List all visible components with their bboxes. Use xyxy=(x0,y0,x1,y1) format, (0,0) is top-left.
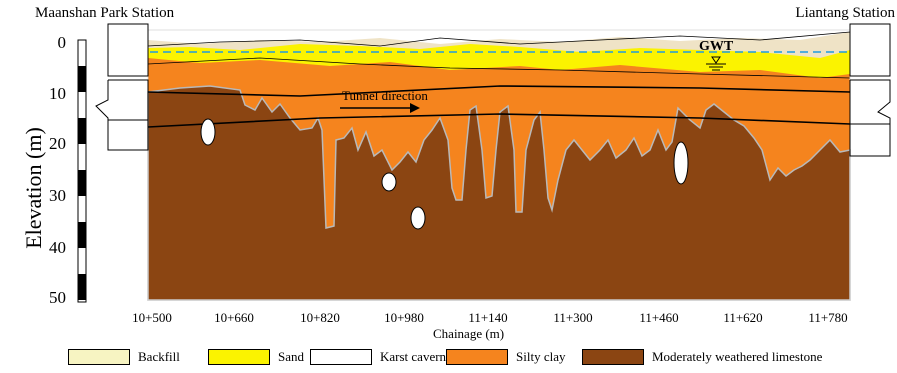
y-tick-label: 0 xyxy=(57,33,67,52)
legend-label: Moderately weathered limestone xyxy=(652,349,823,364)
tunnel-direction-label: Tunnel direction xyxy=(342,88,428,103)
limestone-layer xyxy=(147,85,851,301)
y-tick-label: 20 xyxy=(49,134,66,153)
karst-cavern-2 xyxy=(381,172,397,192)
gwt-label: GWT xyxy=(699,39,734,54)
karst-cavern-3 xyxy=(410,206,426,230)
y-tick-label: 50 xyxy=(49,288,66,307)
x-tick-label: 11+300 xyxy=(553,310,593,325)
x-tick-label: 10+500 xyxy=(132,310,172,325)
legend: Backfill Sand Karst cavern Silty clay Mo… xyxy=(68,345,888,369)
legend-item-silty-clay: Silty clay xyxy=(446,345,565,369)
legend-label: Sand xyxy=(278,349,304,364)
x-tick-label: 10+980 xyxy=(384,310,424,325)
legend-item-limestone: Moderately weathered limestone xyxy=(582,345,822,369)
x-tick-label: 11+780 xyxy=(808,310,848,325)
y-tick-label: 10 xyxy=(49,84,66,103)
x-axis-title: Chainage (m) xyxy=(433,326,505,341)
legend-label: Silty clay xyxy=(516,349,566,364)
x-tick-label: 10+660 xyxy=(214,310,254,325)
tunnel-direction-arrowhead xyxy=(410,103,420,113)
legend-label: Karst cavern xyxy=(380,349,447,364)
karst-cavern-4 xyxy=(673,141,689,185)
right-station-label: Liantang Station xyxy=(795,5,895,21)
left-station-label: Maanshan Park Station xyxy=(35,5,175,21)
x-tick-label: 11+460 xyxy=(639,310,679,325)
gwt-symbol xyxy=(706,56,726,71)
tunnel-invert-line xyxy=(147,113,851,128)
right-station-outline xyxy=(849,23,891,157)
clay-top-line xyxy=(147,57,851,79)
legend-label: Backfill xyxy=(138,349,180,364)
legend-swatch xyxy=(208,349,270,365)
legend-swatch xyxy=(582,349,644,365)
x-tick-label: 11+620 xyxy=(723,310,763,325)
profile-frame xyxy=(147,29,851,301)
legend-item-sand: Sand xyxy=(208,345,304,369)
scale-bar xyxy=(77,39,87,303)
karst-cavern-1 xyxy=(200,118,216,146)
x-tick-label: 11+140 xyxy=(468,310,508,325)
legend-item-karst-cavern: Karst cavern xyxy=(310,345,446,369)
x-tick-label: 10+820 xyxy=(300,310,340,325)
y-tick-label: 30 xyxy=(49,186,66,205)
legend-swatch xyxy=(310,349,372,365)
sand-top-line xyxy=(147,31,851,47)
tunnel-crown-line xyxy=(147,85,851,97)
legend-swatch xyxy=(68,349,130,365)
y-tick-label: 40 xyxy=(49,238,66,257)
legend-item-backfill: Backfill xyxy=(68,345,180,369)
legend-swatch xyxy=(446,349,508,365)
left-station-outline xyxy=(95,23,149,151)
